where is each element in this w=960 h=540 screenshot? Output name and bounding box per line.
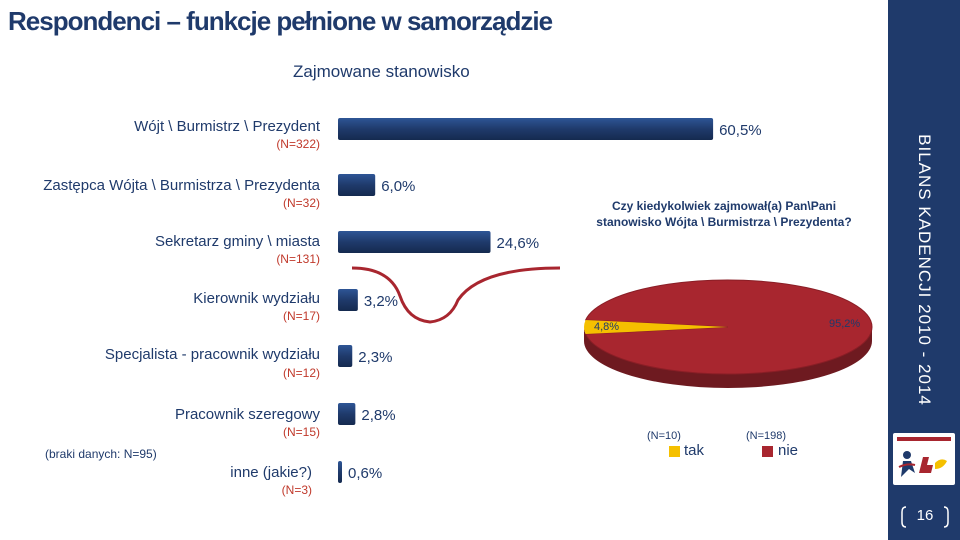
bar-5: [338, 403, 356, 425]
legend-swatch-nie: [762, 446, 773, 457]
legend-n-nie: (N=198): [746, 430, 787, 442]
pie-side: [584, 327, 872, 388]
bar-label-zastepca: Zastępca Wójta \ Burmistrza \ Prezydenta: [43, 177, 320, 194]
bar-value-label-3: 3,2%: [364, 293, 398, 310]
pie-question: Czy kiedykolwiek zajmował(a) Pan\Pani st…: [596, 199, 852, 229]
pie-slice-nie: [584, 279, 873, 375]
page-number: 16: [916, 507, 934, 524]
bar-value-label-2: 24,6%: [497, 235, 540, 252]
sidebar-title: BILANS KADENCJI 2010 - 2014: [915, 134, 934, 406]
bar-value-label-4: 2,3%: [358, 349, 392, 366]
bar-label-specjalista: Specjalista - pracownik wydziału: [104, 346, 320, 363]
bar-label-wojt: Wójt \ Burmistrz \ Prezydent: [134, 118, 320, 135]
logo-icon: [897, 437, 951, 477]
legend-label-nie: nie: [778, 442, 799, 459]
legend-n-tak: (N=10): [647, 430, 681, 442]
bar-value-label-1: 6,0%: [381, 178, 415, 195]
foundation-logo: [893, 433, 955, 485]
bar-n-sekretarz: (N=131): [276, 252, 320, 266]
pie-label-tak: 4,8%: [594, 321, 620, 333]
bar-n-wojt: (N=322): [276, 137, 320, 151]
bar-2: [338, 231, 491, 253]
legend-label-tak: tak: [684, 442, 705, 459]
pie-label-nie: 95,2%: [829, 318, 861, 330]
bar-label-szeregowy: Pracownik szeregowy: [174, 406, 320, 423]
bar-3: [338, 289, 358, 311]
bar-chart-title: Zajmowane stanowisko: [293, 62, 470, 81]
bar-n-szeregowy: (N=15): [282, 425, 320, 439]
bar-n-kierownik: (N=17): [282, 309, 320, 323]
bar-0: [338, 118, 714, 140]
bar-n-zastepca: (N=32): [282, 196, 320, 210]
bar-label-kierownik: Kierownik wydziału: [193, 290, 320, 307]
bar-value-label-6: 0,6%: [348, 465, 382, 482]
bar-1: [338, 174, 376, 196]
missing-data-note: (braki danych: N=95): [45, 447, 157, 461]
bar-label-sekretarz: Sekretarz gminy \ miasta: [154, 233, 320, 250]
pie-slice-tak: [584, 319, 728, 335]
bar-value-label-5: 2,8%: [361, 407, 395, 424]
chart-canvas: 60,5% 6,0% 24,6% 3,2% 2,3% 2,8% 0,6%: [338, 118, 873, 483]
bar-n-inne: (N=3): [281, 483, 312, 497]
legend-swatch-tak: [669, 446, 680, 457]
page-title: Respondenci – funkcje pełnione w samorzą…: [8, 6, 553, 36]
bar-6: [338, 461, 342, 483]
bar-n-specjalista: (N=12): [282, 366, 320, 380]
bracket-connector: [351, 266, 561, 324]
bar-4: [338, 345, 353, 367]
bar-value-label-0: 60,5%: [719, 122, 762, 139]
bar-label-inne: inne (jakie?): [230, 464, 312, 481]
